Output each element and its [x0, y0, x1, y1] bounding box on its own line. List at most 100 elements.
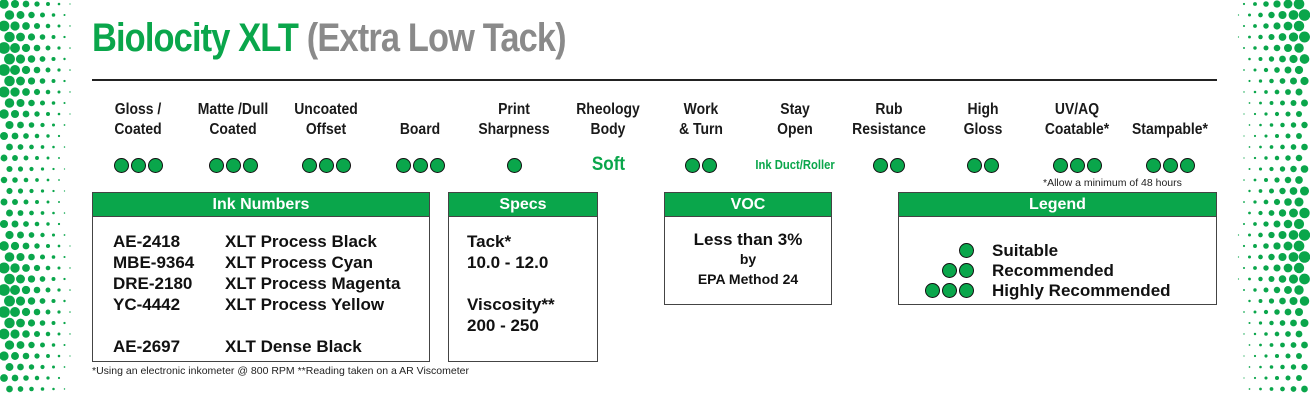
property-rating	[1122, 156, 1218, 174]
legend-body: Suitable Recommended Highly Recommended	[899, 217, 1216, 303]
property-rating: Ink Duct/Roller	[747, 156, 843, 174]
property-label-line1: Uncoated	[294, 101, 358, 118]
rating-dot-icon	[702, 157, 717, 173]
rating-dot-icon	[1145, 157, 1161, 173]
halftone-pattern-left	[0, 0, 92, 400]
voc-header: VOC	[665, 193, 831, 217]
property-label: Work & Turn	[658, 98, 744, 140]
rating-dot-icon	[873, 157, 888, 173]
ink-numbers-list: AE-2418 XLT Process Black MBE-9364 XLT Proc…	[93, 217, 429, 357]
property-matte-dull-coated: Matte /Dull Coated	[185, 98, 281, 174]
property-label-line2: Resistance	[852, 121, 926, 138]
ink-code: MBE-9364	[113, 253, 195, 272]
legend-dots	[959, 243, 974, 258]
rating-dot-icon	[113, 157, 129, 173]
ink-code: YC-4442	[113, 295, 181, 314]
ink-name: XLT Dense Black	[225, 337, 362, 356]
rating-dot-icon	[1179, 157, 1195, 173]
property-label: UV/AQ Coatable*	[1034, 98, 1120, 140]
rating-dot-icon	[942, 263, 957, 278]
ink-name: XLT Process Cyan	[225, 253, 374, 272]
page-title: Biolocity XLT (Extra Low Tack)	[92, 16, 567, 61]
rating-dot-icon	[967, 157, 982, 173]
rating-dot-icon	[1052, 157, 1068, 173]
property-label-line2: Board	[399, 121, 441, 138]
property-stampable: Stampable*	[1122, 98, 1218, 174]
property-label-line2: Coatable*	[1044, 121, 1110, 138]
legend-panel: Legend Suitable Recommended Highly Recomme…	[898, 192, 1217, 305]
tack-value: 10.0 - 12.0	[467, 253, 549, 272]
ink-name: XLT Process Black	[225, 232, 377, 251]
legend-label: Suitable	[992, 241, 1059, 260]
rating-dot-icon	[925, 283, 940, 298]
rating-dot-icon	[147, 157, 163, 173]
property-label-line1: Work	[683, 101, 719, 118]
property-label-line2: Coated	[209, 121, 257, 138]
rating-dot-icon	[959, 283, 974, 298]
rating-text: Soft	[591, 154, 625, 175]
property-label-line1: UV/AQ	[1054, 101, 1100, 118]
rating-dot-icon	[318, 157, 334, 173]
property-label: Uncoated Offset	[283, 98, 369, 140]
property-label-line2: Coated	[114, 121, 162, 138]
rating-dot-icon	[301, 157, 317, 173]
property-label-line2: Open	[777, 121, 813, 138]
rating-dot-icon	[685, 157, 700, 173]
property-label: Rub Resistance	[846, 98, 932, 140]
property-uv-aq-coatable: UV/AQ Coatable*	[1029, 98, 1125, 174]
property-label-line2: Stampable*	[1132, 121, 1208, 138]
uv-footnote: *Allow a minimum of 48 hours	[1043, 177, 1182, 189]
legend-dots	[925, 283, 974, 298]
property-label-line1: Gloss /	[114, 101, 162, 118]
rating-dot-icon	[1086, 157, 1102, 173]
property-ratings: Gloss / Coated Matte /Dull Coated Uncoated Of…	[92, 98, 1217, 178]
legend-item: Suitable	[899, 241, 1218, 261]
property-label-line2: Gloss	[963, 121, 1003, 138]
viscosity-label: Viscosity**	[467, 295, 555, 314]
property-label-line1: Rub	[875, 101, 903, 118]
ink-row: YC-4442 XLT Process Yellow	[113, 294, 429, 315]
rating-dot-icon	[890, 157, 905, 173]
rating-dot-icon	[412, 157, 428, 173]
rating-dot-icon	[242, 157, 258, 173]
property-label: Board	[377, 98, 463, 140]
property-uncoated-offset: Uncoated Offset	[278, 98, 374, 174]
title-subtitle: (Extra Low Tack)	[306, 16, 567, 60]
property-gloss-coated: Gloss / Coated	[90, 98, 186, 174]
rating-dot-icon	[1069, 157, 1085, 173]
ink-code: AE-2418	[113, 232, 181, 251]
property-rating	[278, 156, 374, 174]
ink-row: DRE-2180 XLT Process Magenta	[113, 273, 429, 294]
property-rating: Soft	[560, 154, 656, 175]
property-label-line1: Matte /Dull	[197, 101, 269, 118]
legend-dots	[942, 263, 974, 278]
property-rating	[185, 156, 281, 174]
property-label: Stay Open	[752, 98, 838, 140]
legend-item: Highly Recommended	[899, 281, 1218, 301]
property-rating	[935, 156, 1031, 174]
halftone-pattern-right	[1218, 0, 1310, 400]
property-print-sharpness: Print Sharpness	[466, 98, 562, 174]
rating-dot-icon	[130, 157, 146, 173]
property-label-line2: Sharpness	[478, 121, 550, 138]
property-label-line1: Rheology	[576, 101, 640, 118]
legend-item: Recommended	[899, 261, 1218, 281]
voc-line3: EPA Method 24	[697, 271, 799, 287]
property-label: Stampable*	[1127, 98, 1213, 140]
property-label: Print Sharpness	[471, 98, 557, 140]
legend-label: Highly Recommended	[992, 281, 1171, 300]
property-label: Matte /Dull Coated	[190, 98, 276, 140]
legend-label: Recommended	[992, 261, 1114, 280]
property-rating	[372, 156, 468, 174]
property-work-turn: Work & Turn	[653, 98, 749, 174]
voc-line1: Less than 3%	[693, 230, 803, 249]
title-brand: Biolocity XLT	[92, 16, 299, 60]
property-rub-resistance: Rub Resistance	[841, 98, 937, 174]
rating-dot-icon	[429, 157, 445, 173]
ink-row: AE-2697 XLT Dense Black	[113, 336, 429, 357]
rating-dot-icon	[335, 157, 351, 173]
property-rating	[466, 156, 562, 174]
property-label: Gloss / Coated	[95, 98, 181, 140]
property-label-line1: Stay	[780, 101, 810, 118]
voc-line2: by	[739, 251, 757, 267]
